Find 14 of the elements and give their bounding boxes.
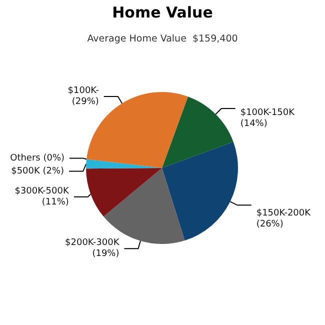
slice-label: $200K-300K [65,238,120,248]
data-label: (19%) [92,249,120,260]
slice-label: $100K-150K [240,108,296,118]
slice-label: $100K- [68,86,99,96]
data-label: (11%) [42,197,69,208]
chart-subtitle: Average Home Value $159,400 [87,34,238,44]
legend-label: Others (0%) [10,153,65,164]
slice-label: $500K (2%) [11,166,64,176]
data-label: (29%) [72,97,99,108]
chart-title: Home Value [112,4,213,22]
data-label: (14%) [240,119,268,130]
slice-label: $300K-500K [14,186,70,196]
slice-label: $150K-200K [256,208,312,218]
data-label: (26%) [256,219,284,230]
